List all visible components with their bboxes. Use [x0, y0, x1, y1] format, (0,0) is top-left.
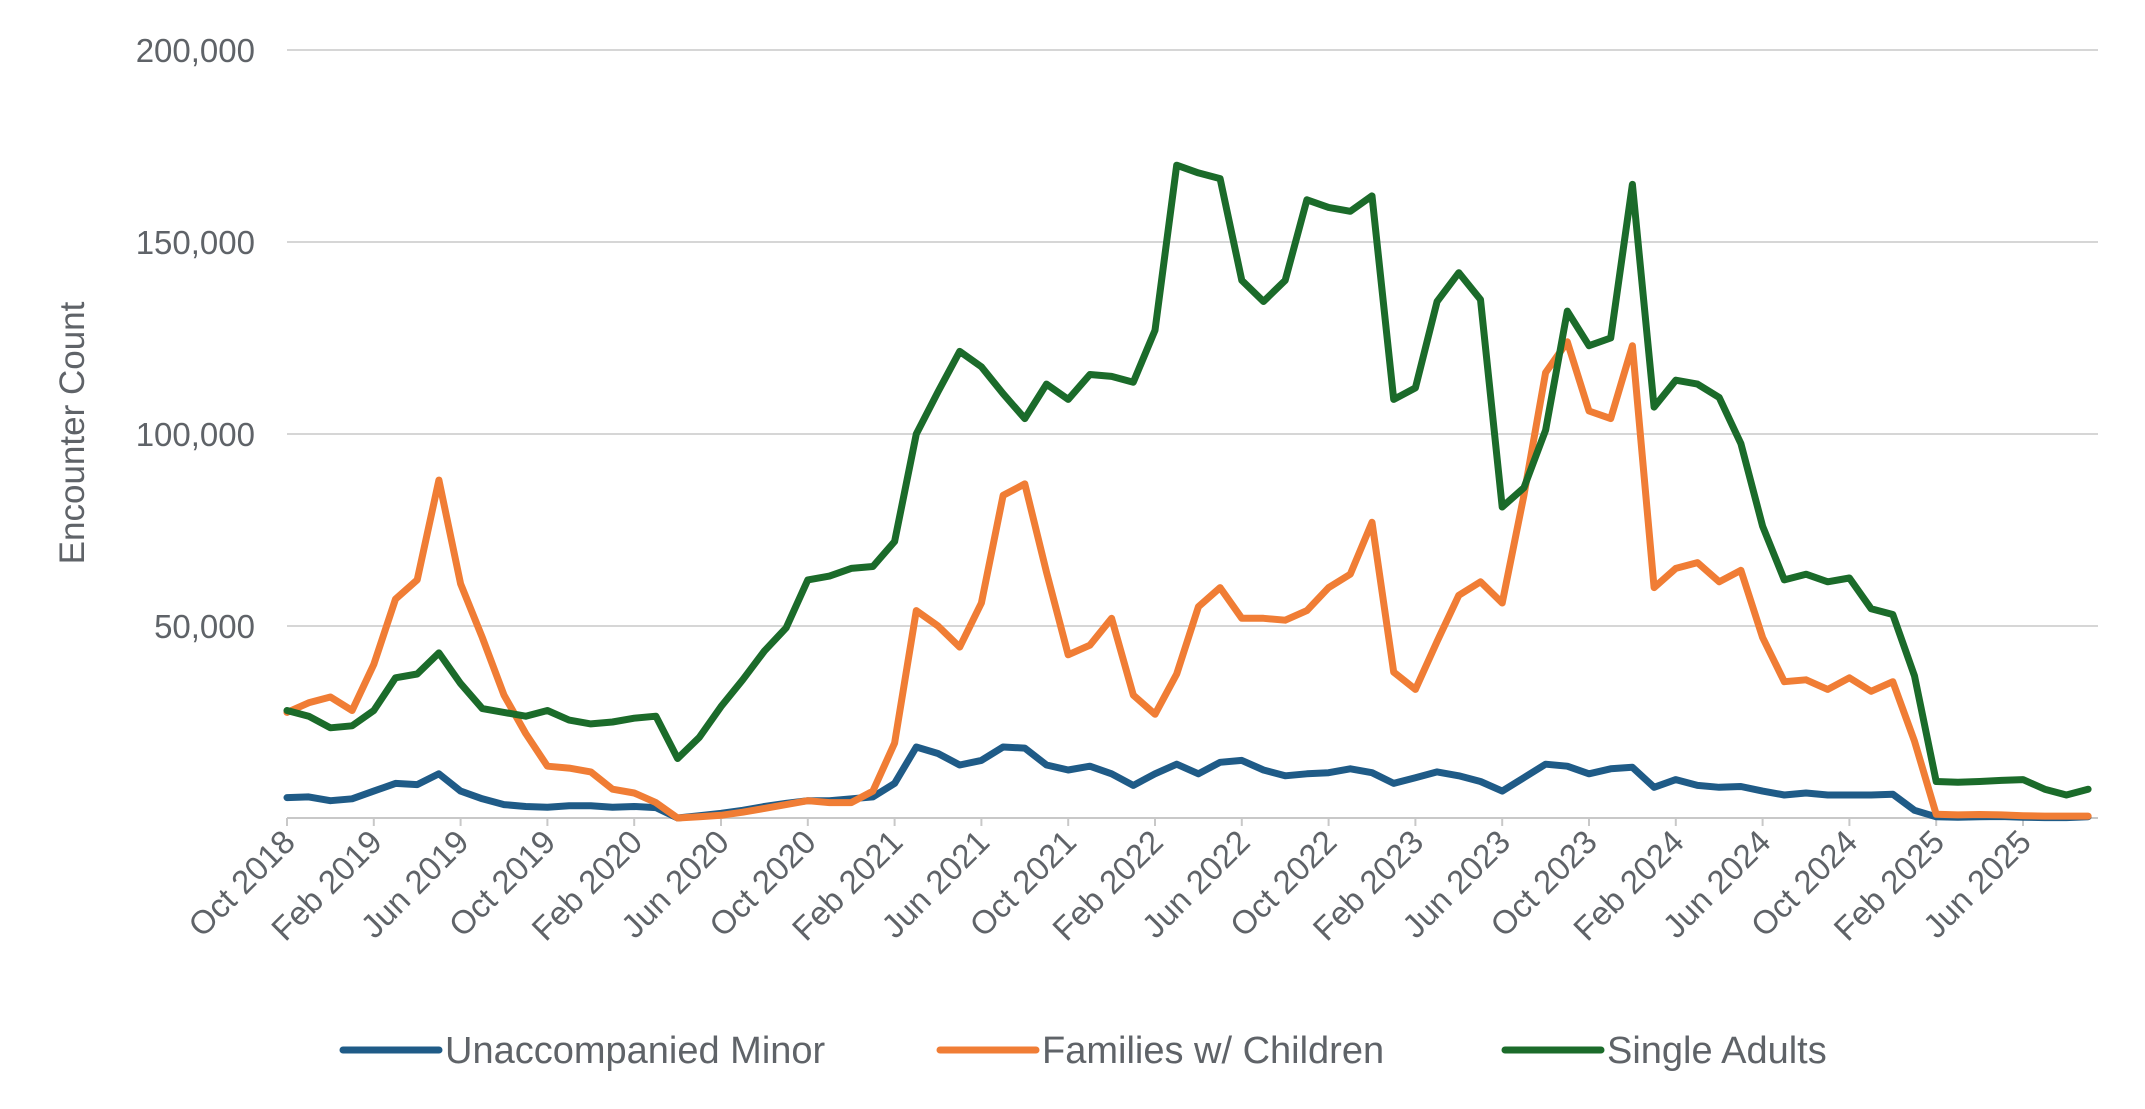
- series-line-families-w-children: [283, 338, 2092, 822]
- series-line-unaccompanied-minor: [283, 743, 2092, 822]
- gridlines: [287, 49, 2098, 627]
- y-axis-label: Encounter Count: [53, 301, 92, 564]
- legend-label: Unaccompanied Minor: [445, 1030, 826, 1072]
- y-tick-label: 100,000: [136, 416, 255, 453]
- y-tick-label: 200,000: [136, 32, 255, 69]
- series-line-single-adults: [283, 161, 2092, 799]
- legend: Unaccompanied Minor Families w/ Children S…: [339, 1030, 1827, 1072]
- legend-label: Families w/ Children: [1042, 1030, 1384, 1072]
- y-tick-label: 50,000: [154, 608, 255, 645]
- series-lines: [283, 161, 2092, 822]
- legend-label: Single Adults: [1607, 1030, 1827, 1072]
- y-tick-label: 150,000: [136, 224, 255, 261]
- y-axis-ticks: 50,000 100,000 150,000 200,000: [136, 32, 255, 645]
